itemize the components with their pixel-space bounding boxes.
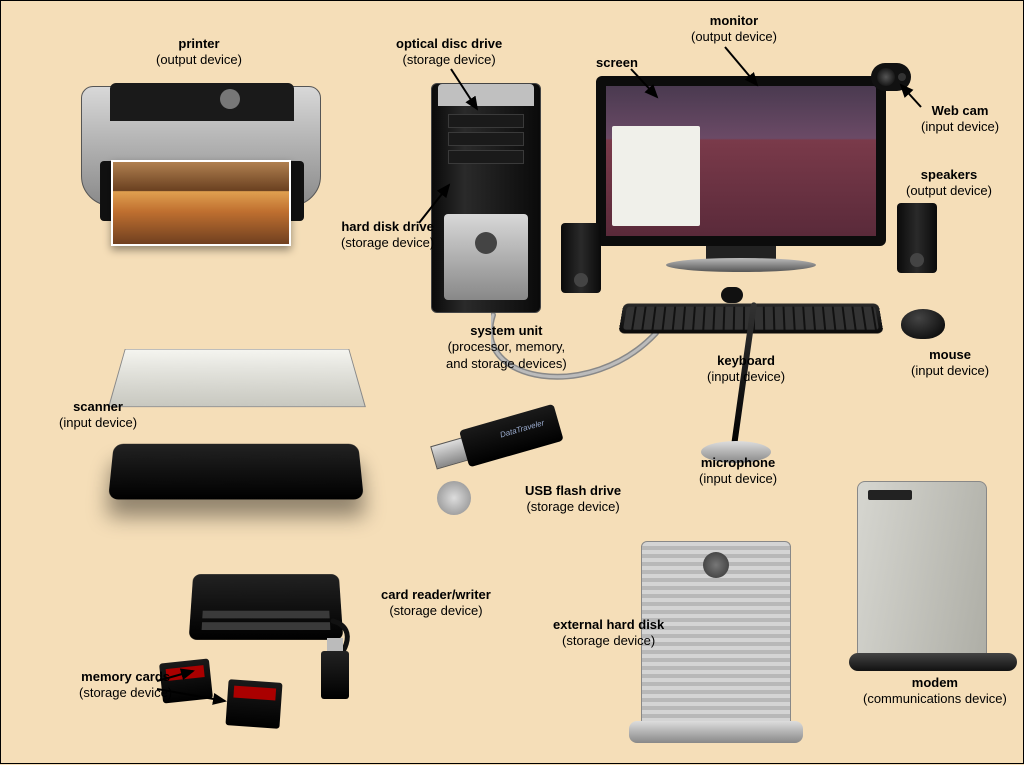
monitor-device [596, 76, 886, 286]
external-hdd-label: external hard disk (storage device) [553, 617, 664, 650]
system-unit-label-title: system unit [446, 323, 567, 339]
webcam-label-sub: (input device) [921, 119, 999, 135]
printed-photo [111, 160, 291, 246]
screen-start-menu [612, 126, 700, 226]
memory-cards-label: memory cards (storage device) [79, 669, 172, 702]
external-hdd-label-title: external hard disk [553, 617, 664, 633]
keyboard-label-sub: (input device) [707, 369, 785, 385]
tower-front-panel [444, 214, 528, 300]
scanner-device [111, 361, 361, 501]
webcam-led-icon [898, 73, 906, 81]
speakers-label-title: speakers [906, 167, 992, 183]
microphone-label: microphone (input device) [699, 455, 777, 488]
speakers-label: speakers (output device) [906, 167, 992, 200]
monitor-screen [606, 86, 876, 236]
screen-label-title: screen [596, 55, 638, 71]
monitor-label-sub: (output device) [691, 29, 777, 45]
scanner-label-sub: (input device) [59, 415, 137, 431]
system-unit-device [431, 83, 541, 313]
card-reader-usb-plug [321, 651, 349, 699]
printer-logo-icon [220, 89, 240, 109]
card-slot [202, 611, 329, 619]
memory-cards-label-sub: (storage device) [79, 685, 172, 701]
printer-top-panel [110, 83, 294, 121]
microphone-label-title: microphone [699, 455, 777, 471]
card-reader-body [189, 574, 344, 640]
card-reader-label-sub: (storage device) [381, 603, 491, 619]
card-reader-label-title: card reader/writer [381, 587, 491, 603]
tower-logo-icon [475, 232, 497, 254]
printer-label-sub: (output device) [156, 52, 242, 68]
hard-disk-drive-label: hard disk drive (storage device) [341, 219, 434, 252]
printer-label-title: printer [156, 36, 242, 52]
memory-card [225, 679, 282, 729]
modem-label-sub: (communications device) [863, 691, 1007, 707]
monitor-base [666, 258, 816, 272]
webcam-label-title: Web cam [921, 103, 999, 119]
scanner-base [108, 444, 364, 500]
optical-label-sub: (storage device) [396, 52, 502, 68]
optical-drive-label: optical disc drive (storage device) [396, 36, 502, 69]
drive-bay [448, 132, 524, 146]
webcam-lens-icon [877, 68, 895, 86]
printer-label: printer (output device) [156, 36, 242, 69]
memory-cards-label-title: memory cards [79, 669, 172, 685]
speaker-left-device [561, 223, 601, 293]
optical-label-title: optical disc drive [396, 36, 502, 52]
webcam-device [871, 63, 921, 99]
mouse-label-title: mouse [911, 347, 989, 363]
screen-label: screen [596, 55, 638, 71]
modem-label: modem (communications device) [863, 675, 1007, 708]
hdd-label-sub: (storage device) [341, 235, 434, 251]
optical-drive-bay [448, 114, 524, 128]
speaker-right-device [897, 203, 937, 273]
modem-label-title: modem [863, 675, 1007, 691]
system-unit-label-sub: (processor, memory, and storage devices) [446, 339, 567, 372]
usb-brand-text: DataTraveler [499, 418, 545, 439]
keyboard-label: keyboard (input device) [707, 353, 785, 386]
external-hdd-label-sub: (storage device) [553, 633, 664, 649]
card-reader-device [191, 571, 341, 661]
microphone-label-sub: (input device) [699, 471, 777, 487]
hdd-label-title: hard disk drive [341, 219, 434, 235]
tower-top-trim [438, 84, 534, 106]
system-unit-label: system unit (processor, memory, and stor… [446, 323, 567, 372]
printer-device [81, 76, 321, 246]
usb-cap [437, 481, 471, 515]
mouse-label-sub: (input device) [911, 363, 989, 379]
modem-brand-icon [868, 490, 912, 500]
scanner-label-title: scanner [59, 399, 137, 415]
card-reader-label: card reader/writer (storage device) [381, 587, 491, 620]
usb-flash-label: USB flash drive (storage device) [525, 483, 621, 516]
scanner-label: scanner (input device) [59, 399, 137, 432]
speakers-label-sub: (output device) [906, 183, 992, 199]
tower-body [431, 83, 541, 313]
monitor-frame [596, 76, 886, 246]
modem-body [857, 481, 987, 661]
monitor-label-title: monitor [691, 13, 777, 29]
mouse-device [901, 309, 945, 339]
scanner-lid [108, 349, 366, 407]
webcam-body [871, 63, 911, 91]
microphone-head [721, 287, 743, 303]
drive-bay [448, 150, 524, 164]
usb-label-sub: (storage device) [525, 499, 621, 515]
modem-base [849, 653, 1017, 671]
mouse-label: mouse (input device) [911, 347, 989, 380]
external-hdd-base [629, 721, 803, 743]
external-hdd-power-icon [703, 552, 729, 578]
webcam-label: Web cam (input device) [921, 103, 999, 136]
keyboard-label-title: keyboard [707, 353, 785, 369]
modem-device [857, 481, 987, 661]
monitor-label: monitor (output device) [691, 13, 777, 46]
card-slot [202, 622, 331, 630]
usb-label-title: USB flash drive [525, 483, 621, 499]
